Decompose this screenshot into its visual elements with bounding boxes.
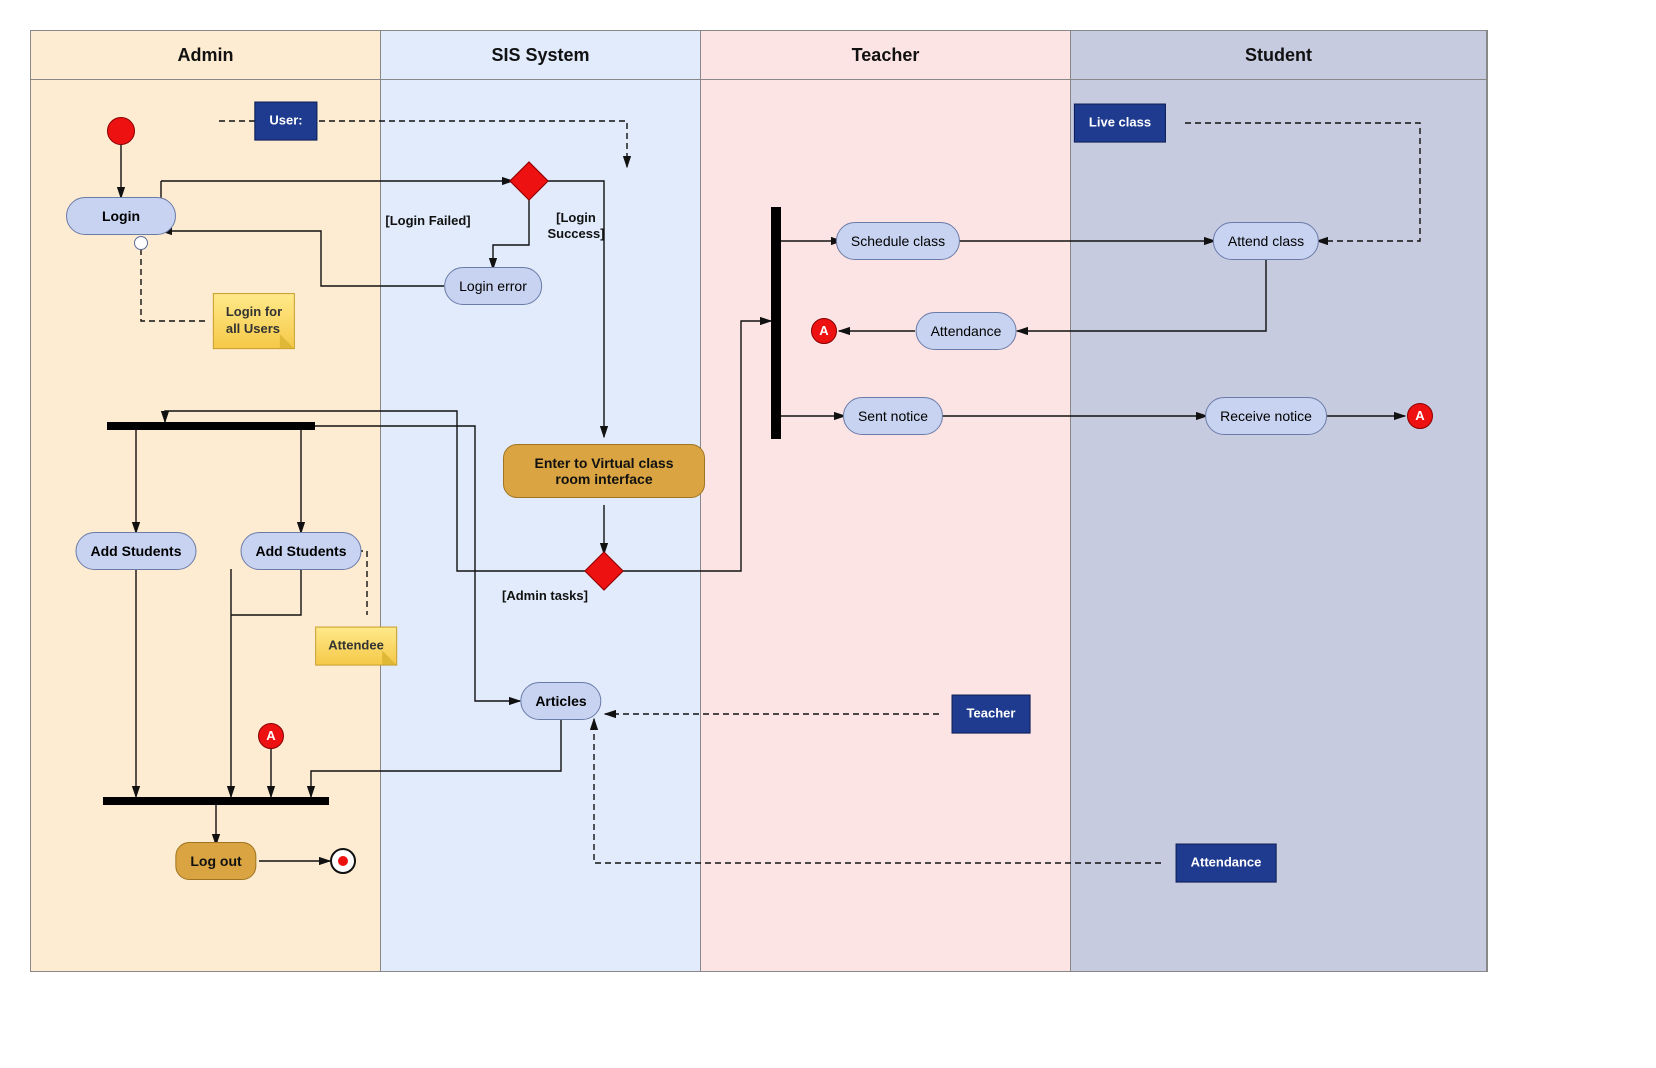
add-students2: Add Students: [241, 532, 362, 570]
lane-title-sis: SIS System: [381, 31, 700, 80]
user-obj: User:: [254, 102, 317, 141]
fork-join-bar: [103, 797, 329, 805]
login: Login: [66, 197, 176, 235]
lane-student: Student: [1071, 31, 1487, 971]
attend-class: Attend class: [1213, 222, 1319, 260]
conn-a-teacher: A: [811, 318, 837, 344]
note-login: Login forall Users: [213, 293, 295, 349]
conn-a-student: A: [1407, 403, 1433, 429]
attendance: Attendance: [916, 312, 1017, 350]
lane-title-teacher: Teacher: [701, 31, 1070, 80]
lane-teacher: Teacher: [701, 31, 1071, 971]
articles: Articles: [520, 682, 601, 720]
lane-sis: SIS System: [381, 31, 701, 971]
guard-fail: [Login Failed]: [385, 213, 470, 229]
guard-admin: [Admin tasks]: [502, 588, 588, 604]
attendance-students: Attendance: [1176, 844, 1277, 883]
sent-notice: Sent notice: [843, 397, 943, 435]
conn-a-admin: A: [258, 723, 284, 749]
activity-diagram: AdminSIS SystemTeacherStudentLoginUser: …: [30, 30, 1488, 972]
fork-join-bar: [771, 207, 781, 439]
lane-admin: Admin: [31, 31, 381, 971]
lane-title-admin: Admin: [31, 31, 380, 80]
logout: Log out: [175, 842, 256, 880]
login-error: Login error: [444, 267, 542, 305]
note-attendee: Attendee: [315, 627, 397, 666]
fork-join-bar: [107, 422, 315, 430]
enter-vc: Enter to Virtual classroom interface: [503, 444, 705, 498]
guard-success: [LoginSuccess]: [547, 210, 604, 243]
add-students1: Add Students: [76, 532, 197, 570]
login-pin: [134, 236, 148, 250]
receive-notice: Receive notice: [1205, 397, 1327, 435]
final: [330, 848, 356, 874]
live-class-obj: Live class: [1074, 104, 1166, 143]
lane-title-student: Student: [1071, 31, 1486, 80]
teacher-obj: Teacher: [952, 695, 1031, 734]
schedule-class: Schedule class: [836, 222, 960, 260]
initial: [107, 117, 135, 145]
